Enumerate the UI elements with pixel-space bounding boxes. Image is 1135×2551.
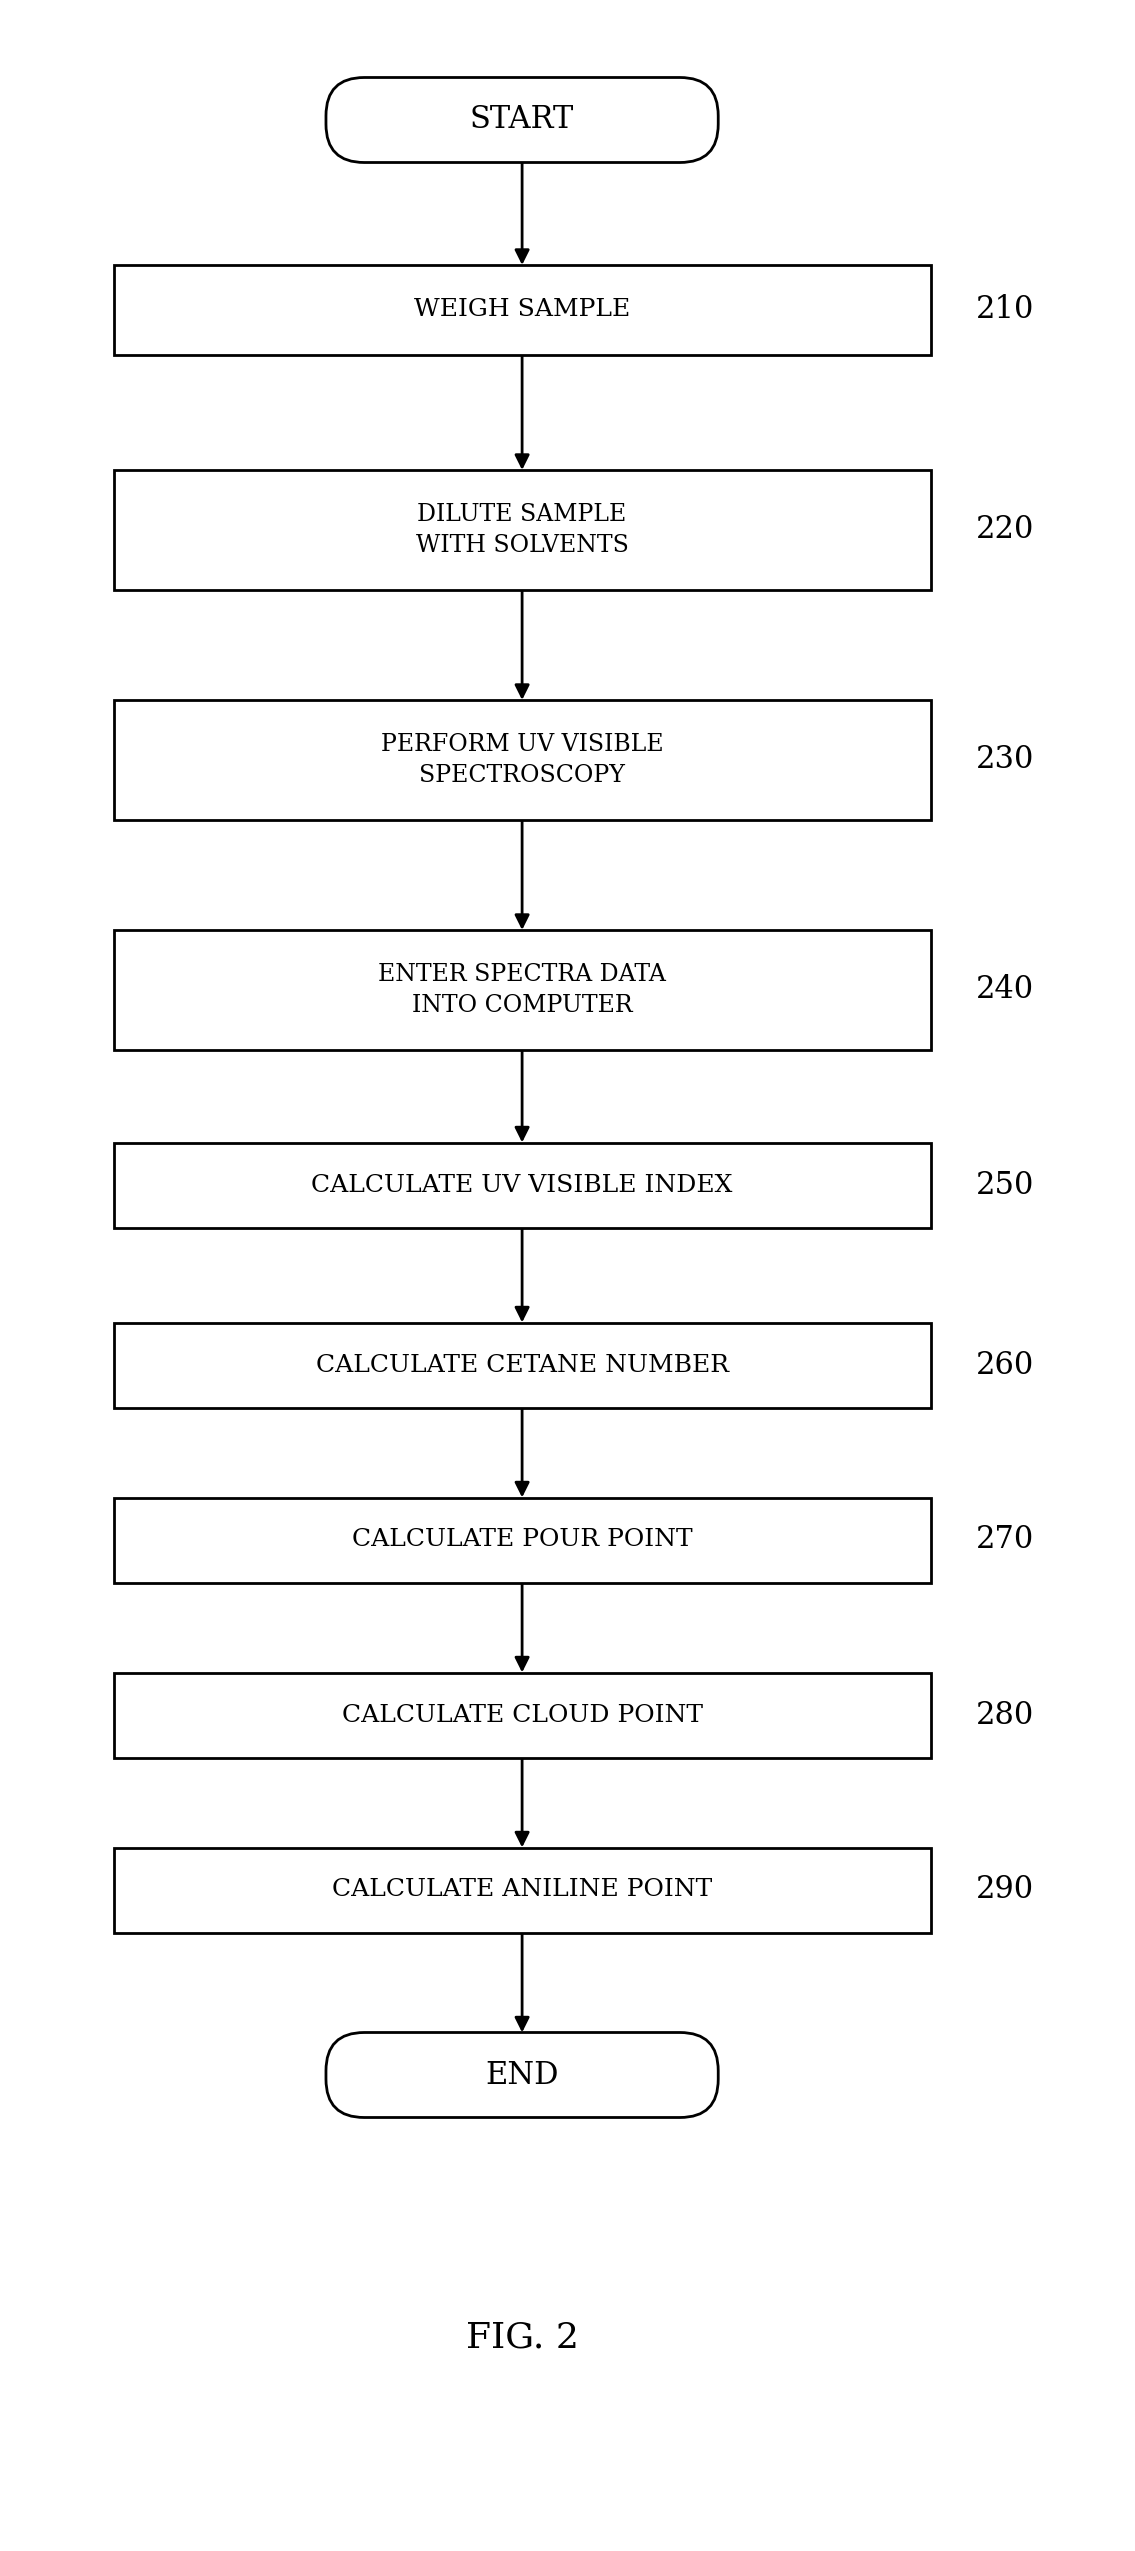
Text: 240: 240: [976, 974, 1034, 1005]
Text: ENTER SPECTRA DATA
INTO COMPUTER: ENTER SPECTRA DATA INTO COMPUTER: [378, 964, 666, 1018]
Bar: [114, 1847, 931, 1934]
Text: START: START: [470, 105, 574, 135]
Text: CALCULATE POUR POINT: CALCULATE POUR POINT: [352, 1528, 692, 1551]
Text: 260: 260: [976, 1349, 1034, 1380]
Text: PERFORM UV VISIBLE
SPECTROSCOPY: PERFORM UV VISIBLE SPECTROSCOPY: [380, 732, 664, 786]
Text: WEIGH SAMPLE: WEIGH SAMPLE: [414, 298, 630, 321]
Bar: [114, 1497, 931, 1582]
Bar: [114, 1143, 931, 1227]
FancyBboxPatch shape: [326, 77, 718, 163]
FancyBboxPatch shape: [326, 2033, 718, 2117]
Text: CALCULATE ANILINE POINT: CALCULATE ANILINE POINT: [331, 1878, 713, 1900]
Bar: [114, 1673, 931, 1758]
Text: 250: 250: [976, 1168, 1034, 1202]
Text: 280: 280: [976, 1699, 1034, 1730]
Text: 270: 270: [976, 1525, 1034, 1556]
Text: 220: 220: [976, 515, 1034, 546]
Text: CALCULATE CLOUD POINT: CALCULATE CLOUD POINT: [342, 1704, 703, 1727]
Bar: [114, 699, 931, 819]
Text: DILUTE SAMPLE
WITH SOLVENTS: DILUTE SAMPLE WITH SOLVENTS: [415, 503, 629, 556]
Text: 210: 210: [976, 293, 1034, 327]
Text: FIG. 2: FIG. 2: [465, 2321, 579, 2355]
Text: END: END: [486, 2059, 558, 2089]
Bar: [114, 1321, 931, 1408]
Text: CALCULATE UV VISIBLE INDEX: CALCULATE UV VISIBLE INDEX: [311, 1173, 733, 1196]
Bar: [114, 265, 931, 355]
Text: CALCULATE CETANE NUMBER: CALCULATE CETANE NUMBER: [316, 1355, 729, 1378]
Bar: [114, 931, 931, 1051]
Text: 290: 290: [976, 1875, 1034, 1906]
Text: 230: 230: [976, 745, 1034, 776]
Bar: [114, 469, 931, 589]
